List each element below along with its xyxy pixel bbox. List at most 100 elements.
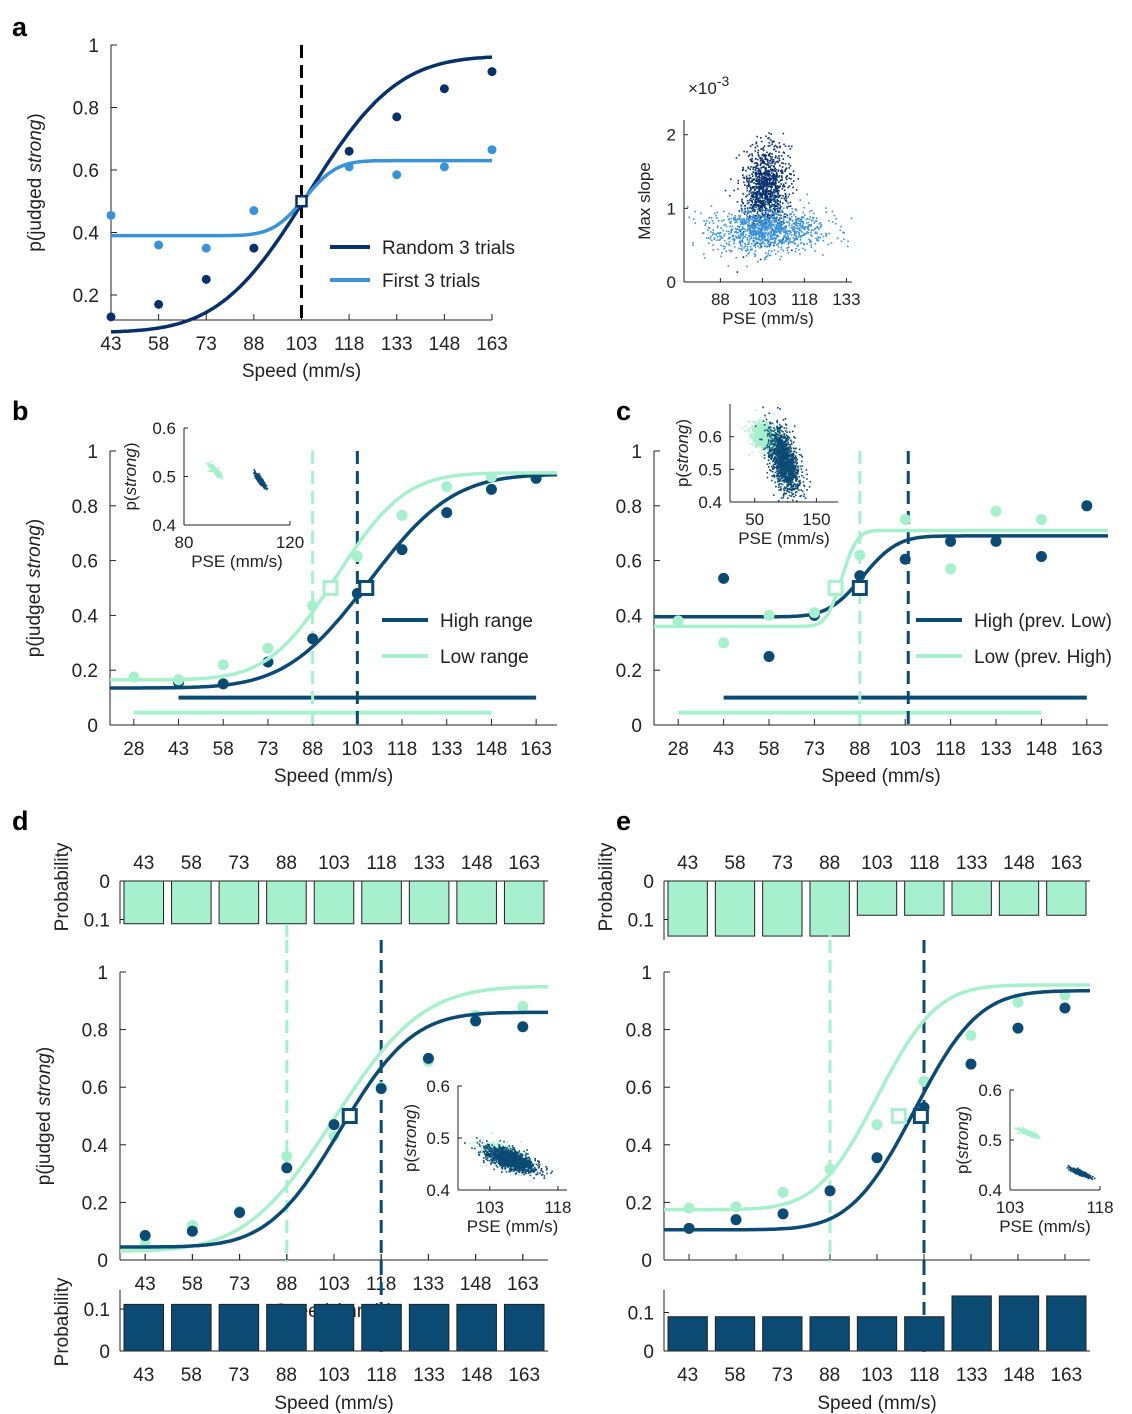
y-axis-label-post: ) xyxy=(24,519,45,525)
scatter-point xyxy=(762,161,764,163)
x-tick-label: 73 xyxy=(257,739,278,760)
scatter-point xyxy=(752,240,754,242)
scatter-point xyxy=(773,166,775,168)
y-tick-label: 0.4 xyxy=(73,224,100,245)
scatter-point xyxy=(758,176,760,178)
scatter-point xyxy=(763,166,765,168)
scatter-point xyxy=(693,218,695,220)
scatter-point xyxy=(750,145,752,147)
scatter-point xyxy=(208,470,210,472)
scatter-point xyxy=(757,443,759,445)
scatter-point xyxy=(814,250,816,252)
scatter-point xyxy=(832,221,834,223)
scatter-point xyxy=(736,257,738,259)
scatter-point xyxy=(783,133,785,135)
scatter-point xyxy=(747,200,749,202)
panel-letter-e: e xyxy=(616,806,631,836)
scatter-point xyxy=(767,191,769,193)
scatter-point xyxy=(768,132,770,134)
legend-label: Low range xyxy=(440,647,529,668)
scatter-point xyxy=(761,204,763,206)
scatter-point xyxy=(717,227,719,229)
scatter-point xyxy=(782,186,784,188)
scatter-point xyxy=(796,218,798,220)
scatter-point xyxy=(758,155,760,157)
scatter-point xyxy=(747,167,749,169)
scatter-point xyxy=(775,227,777,229)
data-point xyxy=(262,643,273,654)
scatter-point xyxy=(756,198,758,200)
scatter-point xyxy=(742,169,744,171)
x-tick-label: 80 xyxy=(175,533,194,552)
scatter-point xyxy=(703,220,705,222)
scatter-point xyxy=(754,202,756,204)
scatter-point xyxy=(799,223,801,225)
scatter-point xyxy=(791,234,793,236)
scatter-point xyxy=(762,449,764,451)
scatter-point xyxy=(750,159,752,161)
scatter-point xyxy=(767,227,769,229)
scatter-point xyxy=(809,216,811,218)
scatter-point xyxy=(753,442,755,444)
scatter-point xyxy=(704,224,706,226)
scatter-point xyxy=(750,231,752,233)
scatter-point xyxy=(788,167,790,169)
scatter-point xyxy=(747,249,749,251)
scatter-point xyxy=(820,234,822,236)
scatter-point xyxy=(793,226,795,228)
scatter-point xyxy=(215,468,217,470)
data-point xyxy=(673,615,684,626)
y-tick-label: 0 xyxy=(631,716,642,737)
scatter-point xyxy=(782,188,784,190)
scatter-point xyxy=(788,231,790,233)
scatter-point xyxy=(760,192,762,194)
scatter-point xyxy=(770,231,772,233)
y-tick-label: 0 xyxy=(87,716,98,737)
scatter-point xyxy=(779,146,781,148)
scatter-point xyxy=(753,439,755,441)
scatter-point xyxy=(799,199,801,201)
scatter-point xyxy=(762,167,764,169)
scatter-point xyxy=(756,443,758,445)
pse-marker xyxy=(324,582,337,595)
scatter-point xyxy=(743,256,745,258)
scatter-point xyxy=(797,466,799,468)
y-tick-label: 0.4 xyxy=(616,606,643,627)
scatter-point xyxy=(789,223,791,225)
scatter-point xyxy=(775,230,777,232)
scatter-point xyxy=(762,155,764,157)
scatter-point xyxy=(757,152,759,154)
scatter-point xyxy=(716,217,718,219)
inset-a_inset: 01288 103 118 133PSE (mm/s)Max slope×10-3 xyxy=(635,73,861,328)
scatter-point xyxy=(713,222,715,224)
scatter-point xyxy=(772,193,774,195)
scatter-point xyxy=(760,165,762,167)
scatter-point xyxy=(779,220,781,222)
scatter-point xyxy=(780,483,782,485)
scatter-point xyxy=(798,220,800,222)
x-tick-label: 43 xyxy=(100,334,121,355)
scatter-point xyxy=(819,237,821,239)
scatter-point xyxy=(219,471,221,473)
scatter-point xyxy=(748,155,750,157)
scatter-point xyxy=(788,247,790,249)
scatter-point xyxy=(791,495,793,497)
data-point xyxy=(345,162,354,171)
x-tick-label: 133 xyxy=(381,334,413,355)
scatter-point xyxy=(759,445,761,447)
scatter-point xyxy=(750,233,752,235)
scatter-point xyxy=(764,190,766,192)
scatter-point xyxy=(761,159,763,161)
x-tick-label: 118 xyxy=(935,739,965,760)
scatter-point xyxy=(770,237,772,239)
scatter-point xyxy=(752,421,754,423)
scatter-point xyxy=(758,215,760,217)
scatter-point xyxy=(751,249,753,251)
scatter-point xyxy=(767,243,769,245)
scatter-point xyxy=(753,214,755,216)
scatter-point xyxy=(793,214,795,216)
scatter-point xyxy=(729,244,731,246)
y-axis-label-pre: p(judged xyxy=(24,578,45,657)
scatter-point xyxy=(738,155,740,157)
scatter-point xyxy=(816,233,818,235)
